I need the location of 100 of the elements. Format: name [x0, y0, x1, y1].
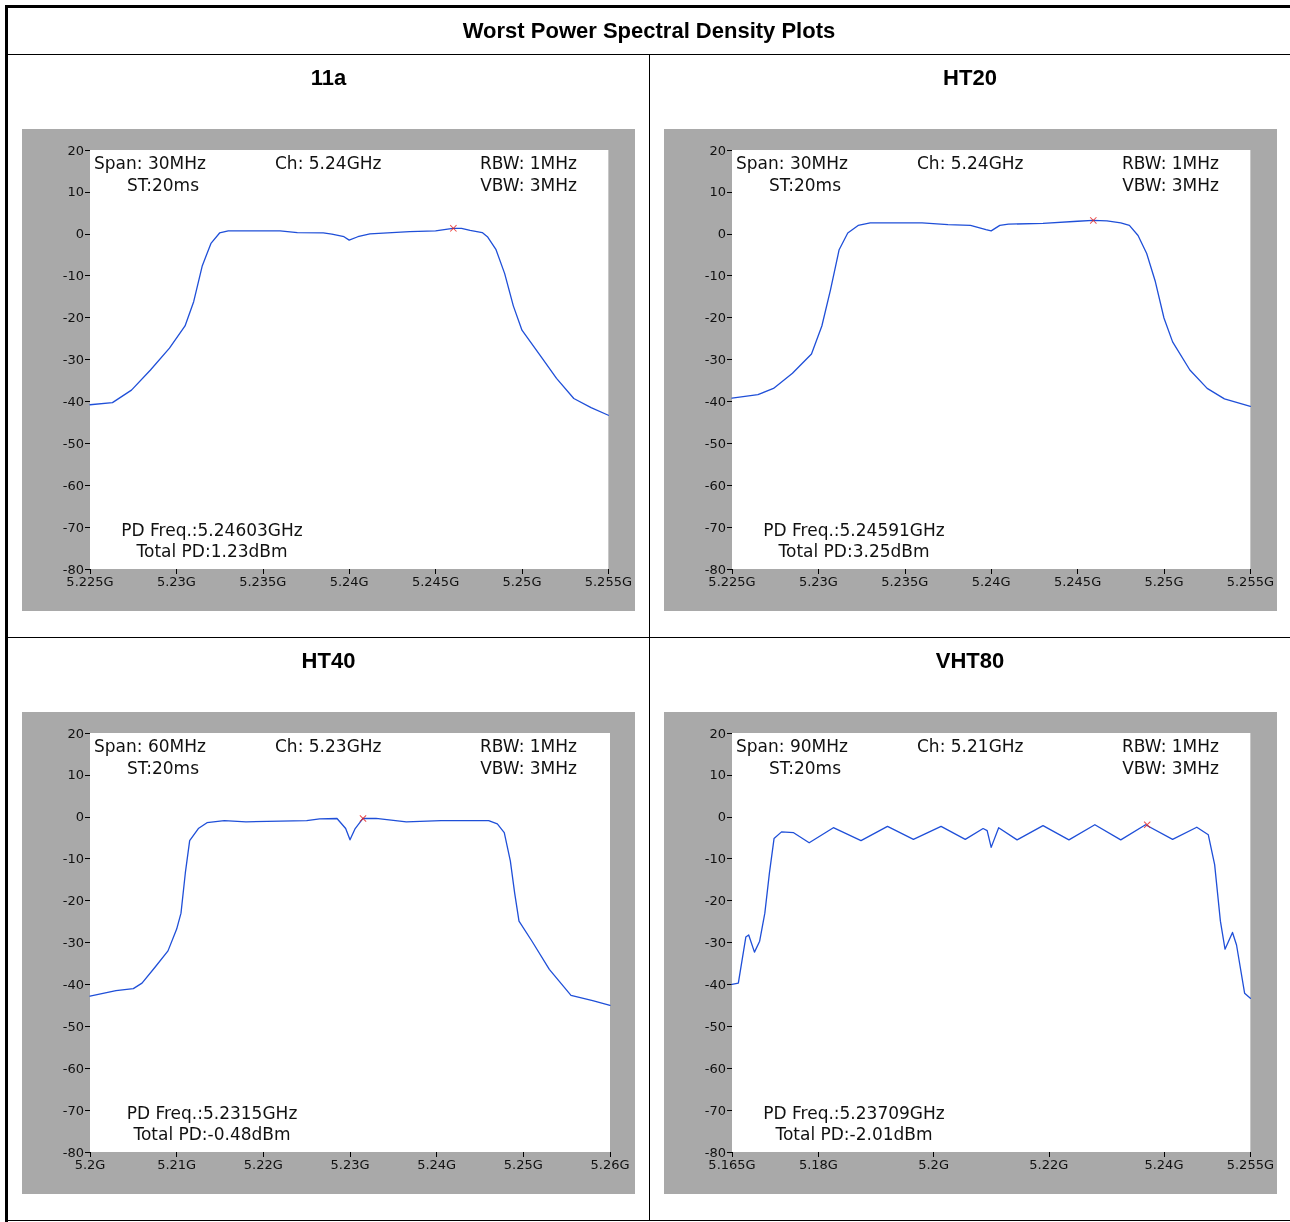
y-tick-label: -40	[704, 976, 726, 992]
y-tick-label: -50	[704, 1018, 726, 1034]
y-tick-label: -10	[704, 851, 726, 867]
y-tick-label: -40	[704, 393, 726, 409]
annotation: ST:20ms	[768, 758, 842, 778]
y-tick-label: -80	[62, 561, 84, 577]
y-tick-label: 10	[67, 767, 84, 783]
annotation: Total PD:3.25dBm	[777, 541, 930, 561]
x-tick-label: 5.245G	[1053, 574, 1102, 589]
y-tick-label: -20	[62, 310, 84, 326]
chart-subtitle: HT20	[650, 55, 1290, 102]
x-tick-label: 5.25G	[503, 1157, 543, 1172]
y-tick-label: 0	[75, 809, 84, 825]
y-tick-label: -30	[704, 352, 726, 367]
y-tick-label: -40	[62, 976, 84, 992]
y-tick-label: -60	[704, 477, 726, 493]
annotation: RBW: 1MHz	[1121, 153, 1220, 173]
annotation: RBW: 1MHz	[479, 736, 578, 756]
annotation: ST:20ms	[126, 758, 200, 778]
y-tick-label: 0	[717, 226, 726, 242]
annotation: Ch: 5.24GHz	[275, 153, 382, 173]
annotation: PD Freq.:5.24603GHz	[121, 520, 303, 540]
line-series	[89, 817, 611, 1006]
x-tick-label: 5.26G	[590, 1157, 630, 1172]
y-tick-label: 10	[709, 767, 726, 783]
annotation: Total PD:-0.48dBm	[132, 1124, 291, 1144]
y-tick-label: -40	[62, 393, 84, 409]
y-tick-label: -60	[62, 1060, 84, 1076]
x-tick-label: 5.2G	[918, 1157, 949, 1172]
annotation: RBW: 1MHz	[479, 153, 578, 173]
line-series	[731, 219, 1252, 408]
annotation: Span: 60MHz	[94, 736, 206, 756]
x-tick-label: 5.23G	[156, 574, 196, 589]
annotation: VBW: 3MHz	[1122, 758, 1220, 778]
x-tick-label: 5.255G	[1226, 1157, 1274, 1172]
y-tick-label: -20	[704, 310, 726, 326]
y-tick-label: 0	[717, 809, 726, 825]
y-tick-label: -80	[62, 1144, 84, 1160]
x-tick-label: 5.255G	[584, 574, 632, 589]
annotation: ST:20ms	[768, 175, 842, 195]
annotation: Ch: 5.23GHz	[275, 736, 382, 756]
y-tick-label: -50	[62, 435, 84, 451]
y-tick-label: 20	[67, 725, 84, 741]
x-tick-label: 5.24G	[971, 574, 1011, 589]
annotation: Ch: 5.24GHz	[917, 153, 1024, 173]
y-tick-label: -20	[62, 893, 84, 909]
annotation: ST:20ms	[126, 175, 200, 195]
x-tick-label: 5.225G	[66, 574, 114, 589]
y-tick-label: -20	[704, 893, 726, 909]
chart-subtitle: 11a	[8, 55, 650, 102]
y-tick-label: -70	[62, 1102, 84, 1118]
x-tick-label: 5.25G	[502, 574, 542, 589]
y-tick-label: -30	[704, 935, 726, 950]
x-tick-label: 5.235G	[239, 574, 287, 589]
y-tick-label: -10	[704, 268, 726, 284]
x-tick-label: 5.24G	[329, 574, 369, 589]
x-tick-label: 5.23G	[330, 1157, 370, 1172]
annotation: VBW: 3MHz	[480, 175, 578, 195]
y-tick-label: -70	[62, 519, 84, 535]
annotation: RBW: 1MHz	[1121, 736, 1220, 756]
y-tick-label: -50	[704, 435, 726, 451]
y-tick-label: -70	[704, 1102, 726, 1118]
x-tick-label: 5.235G	[881, 574, 929, 589]
annotation: PD Freq.:5.2315GHz	[126, 1103, 298, 1123]
y-tick-label: -10	[62, 268, 84, 284]
annotation: VBW: 3MHz	[1122, 175, 1220, 195]
annotation: Total PD:1.23dBm	[135, 541, 288, 561]
annotation: Span: 30MHz	[94, 153, 206, 173]
annotation: Ch: 5.21GHz	[917, 736, 1024, 756]
y-tick-label: -60	[62, 477, 84, 493]
y-tick-label: -60	[704, 1060, 726, 1076]
y-tick-label: -70	[704, 519, 726, 535]
annotation: Total PD:-2.01dBm	[774, 1124, 933, 1144]
x-tick-label: 5.24G	[417, 1157, 457, 1172]
y-tick-label: 0	[75, 226, 84, 242]
x-tick-label: 5.22G	[243, 1157, 283, 1172]
y-tick-label: 20	[709, 725, 726, 741]
y-tick-label: -50	[62, 1018, 84, 1034]
x-tick-label: 5.165G	[708, 1157, 756, 1172]
x-tick-label: 5.23G	[798, 574, 838, 589]
annotation: VBW: 3MHz	[480, 758, 578, 778]
y-tick-label: 20	[67, 142, 84, 158]
annotation: Span: 30MHz	[736, 153, 848, 173]
annotation: PD Freq.:5.24591GHz	[763, 520, 945, 540]
y-tick-label: 20	[709, 142, 726, 158]
x-tick-label: 5.24G	[1144, 1157, 1184, 1172]
x-tick-label: 5.2G	[74, 1157, 106, 1172]
x-tick-label: 5.245G	[411, 574, 460, 589]
chart-subtitle: HT40	[8, 638, 650, 685]
chart-title: Worst Power Spectral Density Plots	[8, 8, 1290, 55]
x-tick-label: 5.18G	[798, 1157, 838, 1172]
y-tick-label: -80	[704, 1144, 726, 1160]
y-tick-label: 10	[709, 184, 726, 200]
x-tick-label: 5.25G	[1144, 574, 1184, 589]
y-tick-label: -30	[62, 935, 84, 950]
y-tick-label: 10	[67, 184, 84, 200]
chart-subtitle: VHT80	[650, 638, 1290, 685]
annotation: Span: 90MHz	[736, 736, 848, 756]
y-tick-label: -10	[62, 851, 84, 867]
annotation: PD Freq.:5.23709GHz	[763, 1103, 945, 1123]
